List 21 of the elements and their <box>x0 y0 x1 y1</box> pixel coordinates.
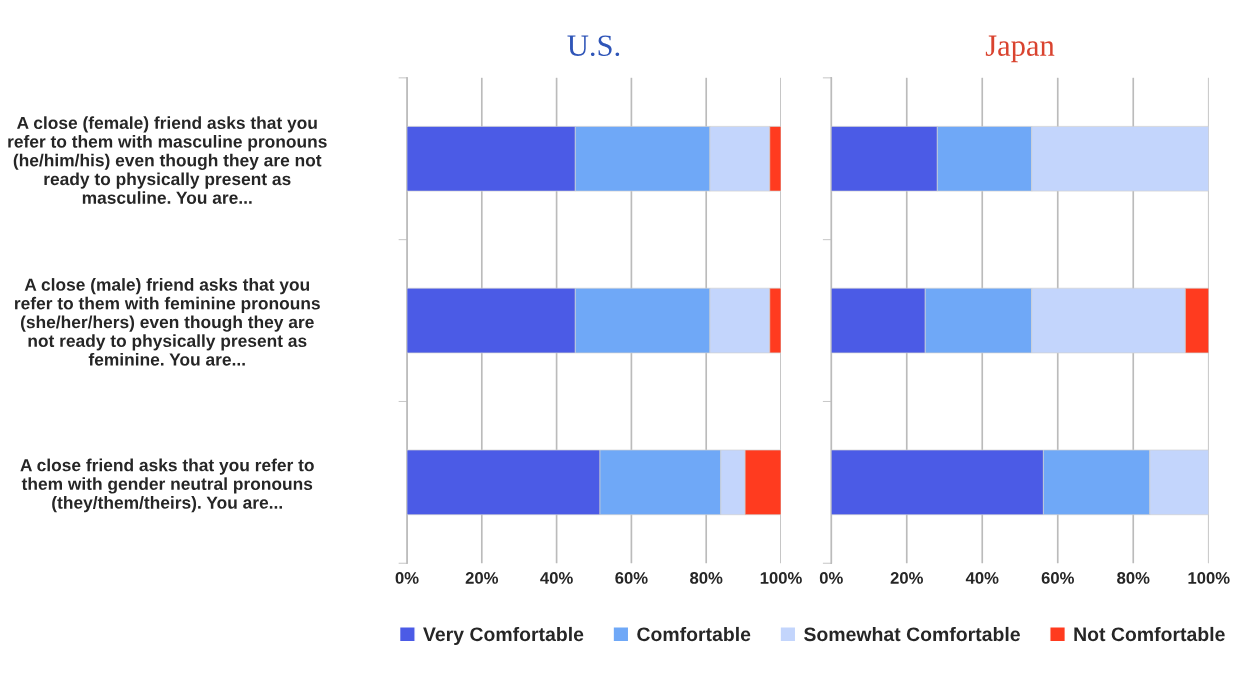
y-tick-label: A close (female) friend asks that you refer to them with masculine pronouns (he/him/his) even though they are not ready to physically present as masculine. You are... <box>8 116 327 204</box>
x-tick-label: 80% <box>690 572 723 584</box>
x-tick-label: 20% <box>890 572 923 584</box>
x-tick-label: 60% <box>1041 572 1074 584</box>
chart-title: Japan <box>985 35 1055 63</box>
legend-label: Comfortable <box>637 626 751 642</box>
y-tick-label: A close (male) friend asks that you refer to them with feminine pronouns (she/her/hers) even though they are not ready to physically present as feminine. You are... <box>15 278 320 366</box>
legend-label: Very Comfortable <box>423 626 584 646</box>
legend-label: Not Comfortable <box>1074 626 1225 642</box>
x-tick-label: 40% <box>965 572 999 584</box>
x-tick-label: 60% <box>615 572 648 584</box>
y-tick-label: A close friend asks that you refer to them with gender neutral pronouns (they/them/theirs). You are... <box>20 458 314 513</box>
x-tick-label: 0% <box>819 572 843 584</box>
x-tick-label: 0% <box>395 572 419 584</box>
legend-label: Somewhat Comfortable <box>804 626 1020 642</box>
x-tick-label: 80% <box>1117 572 1150 584</box>
x-tick-label: 20% <box>465 572 499 584</box>
x-tick-label: 100% <box>1188 572 1230 584</box>
chart-title: U.S. <box>567 35 620 57</box>
x-tick-label: 100% <box>760 572 802 584</box>
x-tick-label: 40% <box>540 572 573 584</box>
